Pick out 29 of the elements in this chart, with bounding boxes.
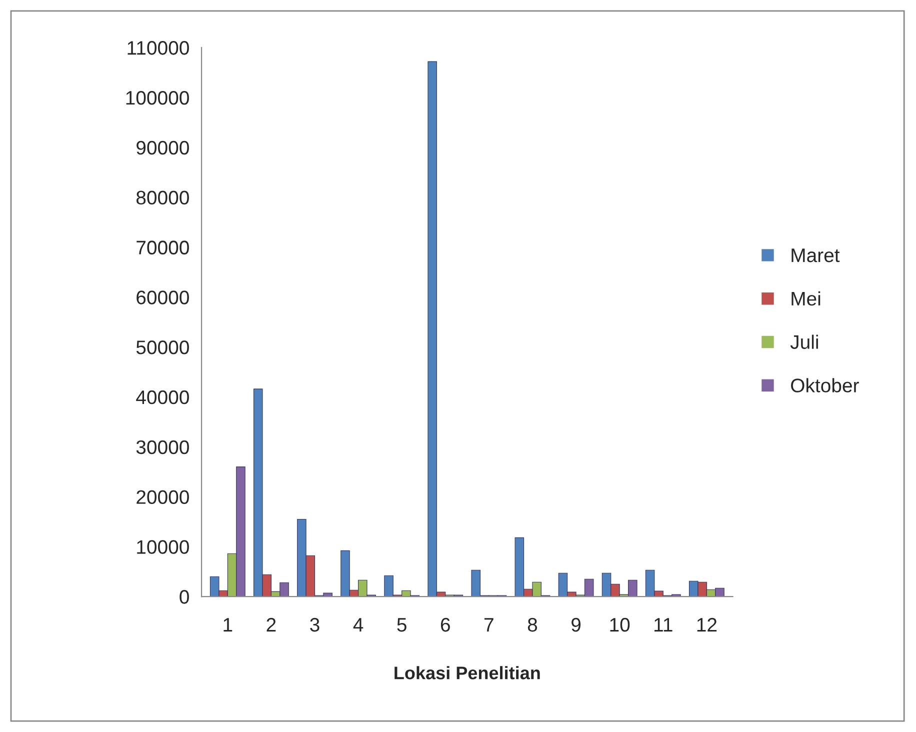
y-tick-label: 80000 xyxy=(136,190,189,205)
y-tick-label: 10000 xyxy=(137,540,189,554)
y-tick-label: 100000 xyxy=(126,90,189,105)
y-tick-label: 60000 xyxy=(136,290,189,304)
x-axis-title: Lokasi Penelitian xyxy=(394,666,540,680)
y-tick-label: 50000 xyxy=(136,340,189,354)
x-tick-label: 3 xyxy=(310,618,320,632)
x-tick-label: 7 xyxy=(484,618,494,632)
legend-label: Oktober xyxy=(791,378,859,392)
legend-label: Juli xyxy=(790,334,818,349)
x-tick-label: 12 xyxy=(697,618,717,632)
x-tick-label: 2 xyxy=(266,618,276,632)
x-tick-label: 6 xyxy=(440,618,450,632)
y-tick-label: 20000 xyxy=(136,490,189,504)
x-tick-label: 8 xyxy=(528,618,538,632)
x-tick-label: 4 xyxy=(353,618,364,632)
y-tick-label: 90000 xyxy=(136,140,189,155)
x-tick-label: 11 xyxy=(654,618,672,632)
x-tick-label: 1 xyxy=(224,618,232,632)
legend-label: Mei xyxy=(792,291,820,306)
y-tick-label: 30000 xyxy=(136,440,189,454)
y-tick-label: 40000 xyxy=(136,390,189,404)
x-tick-label: 10 xyxy=(610,618,630,632)
y-tick-label: 70000 xyxy=(136,240,189,254)
y-tick-label: 0 xyxy=(180,590,189,604)
legend-label: Maret xyxy=(792,248,840,262)
x-tick-label: 5 xyxy=(397,618,406,632)
x-tick-label: 9 xyxy=(572,618,581,632)
y-tick-label: 110000 xyxy=(128,41,189,55)
